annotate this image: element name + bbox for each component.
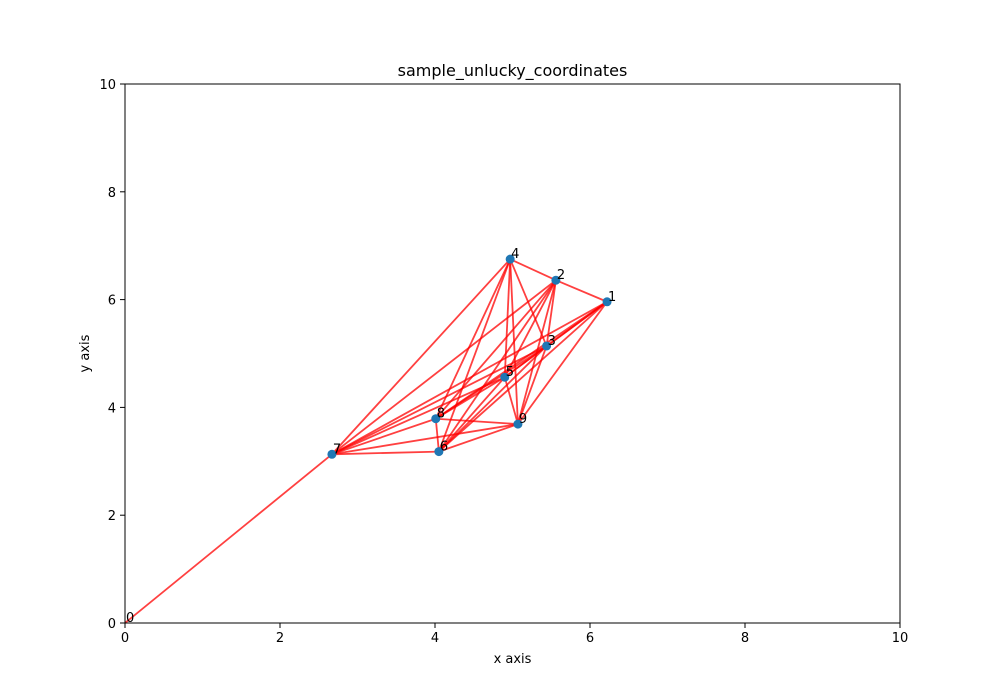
edge-line <box>517 301 608 425</box>
point-label: 3 <box>548 334 556 349</box>
y-tick-label: 10 <box>99 78 116 93</box>
edge-line <box>435 279 557 420</box>
y-tick-label: 2 <box>108 509 116 524</box>
edge-line <box>331 376 506 456</box>
edge-line <box>438 423 519 453</box>
x-tick-label: 0 <box>121 631 129 646</box>
data-point <box>551 275 561 285</box>
data-point <box>602 297 612 307</box>
y-axis-label: y axis <box>78 334 93 372</box>
x-tick-label: 4 <box>431 631 439 646</box>
plot-frame <box>124 83 901 624</box>
edge-line <box>438 279 557 453</box>
edge-line <box>438 376 506 453</box>
x-tick-label: 10 <box>892 631 909 646</box>
edge-line <box>331 258 511 455</box>
y-tick-label: 8 <box>108 186 116 201</box>
x-axis-label: x axis <box>494 652 532 667</box>
x-tick-label: 2 <box>276 631 284 646</box>
y-tick-label: 6 <box>108 294 116 309</box>
point-label: 8 <box>437 407 445 422</box>
data-point <box>431 414 441 424</box>
edge-line <box>331 450 439 456</box>
point-labels-layer: 0 1 2 3 4 5 6 7 8 9 <box>126 247 616 626</box>
data-point <box>327 449 337 459</box>
x-tick-label: 8 <box>741 631 749 646</box>
edge-line <box>545 280 557 347</box>
data-point <box>500 372 510 382</box>
data-point <box>513 419 523 429</box>
data-point <box>434 447 444 457</box>
data-point <box>542 341 552 351</box>
x-tick-label: 6 <box>586 631 594 646</box>
edge-line <box>503 376 519 425</box>
edge-line <box>503 259 512 378</box>
point-label: 9 <box>519 412 527 427</box>
y-ticks: 0 2 4 6 8 10 <box>99 78 125 632</box>
points-layer <box>327 254 612 459</box>
edge-line <box>509 258 557 282</box>
edge-line <box>555 279 608 303</box>
edge-line <box>331 417 437 456</box>
data-point <box>505 254 515 264</box>
edge-line <box>124 453 333 624</box>
edge-line <box>331 279 557 456</box>
edge-line <box>435 376 506 420</box>
point-label: 5 <box>506 365 514 380</box>
point-label: 4 <box>511 247 519 262</box>
edge-line <box>434 258 511 420</box>
point-label: 1 <box>608 290 616 305</box>
edge-line <box>503 279 557 378</box>
edges-layer <box>124 258 608 624</box>
edge-line <box>509 258 548 347</box>
chart-title: sample_unlucky_coordinates <box>398 61 628 81</box>
point-label: 6 <box>440 440 448 455</box>
edge-line <box>435 417 518 426</box>
edge-line <box>331 423 519 456</box>
edge-line <box>434 418 440 452</box>
y-tick-label: 4 <box>108 401 116 416</box>
edge-line <box>331 300 608 456</box>
edge-line <box>438 301 608 453</box>
edge-line <box>517 345 548 425</box>
edge-line <box>438 345 548 453</box>
point-label: 2 <box>557 268 565 283</box>
point-label: 7 <box>333 442 341 457</box>
x-ticks: 0 2 4 6 8 10 <box>121 623 908 646</box>
y-tick-label: 0 <box>108 617 116 632</box>
point-label: 0 <box>126 611 134 626</box>
